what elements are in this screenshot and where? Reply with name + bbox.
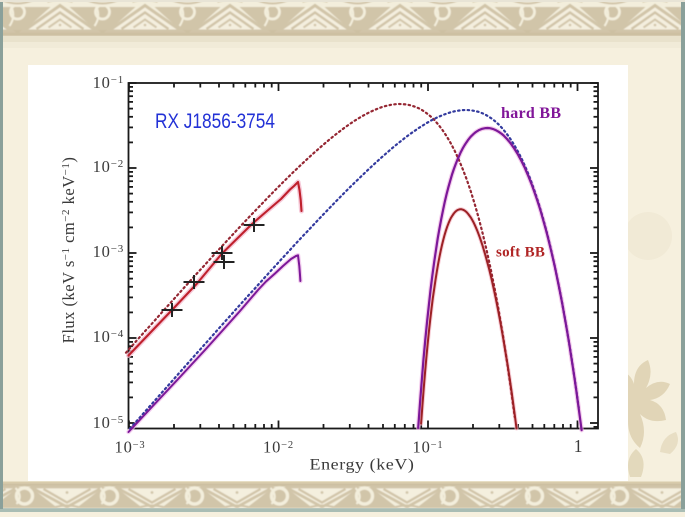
svg-text:soft BB: soft BB bbox=[496, 245, 545, 261]
svg-text:Flux (keV s−1 cm−2 keV−1): Flux (keV s−1 cm−2 keV−1) bbox=[59, 157, 78, 344]
svg-text:RX J1856-3754: RX J1856-3754 bbox=[155, 110, 275, 133]
svg-text:hard BB: hard BB bbox=[501, 105, 561, 122]
svg-text:1: 1 bbox=[574, 436, 584, 456]
svg-text:Energy (keV): Energy (keV) bbox=[310, 457, 415, 474]
